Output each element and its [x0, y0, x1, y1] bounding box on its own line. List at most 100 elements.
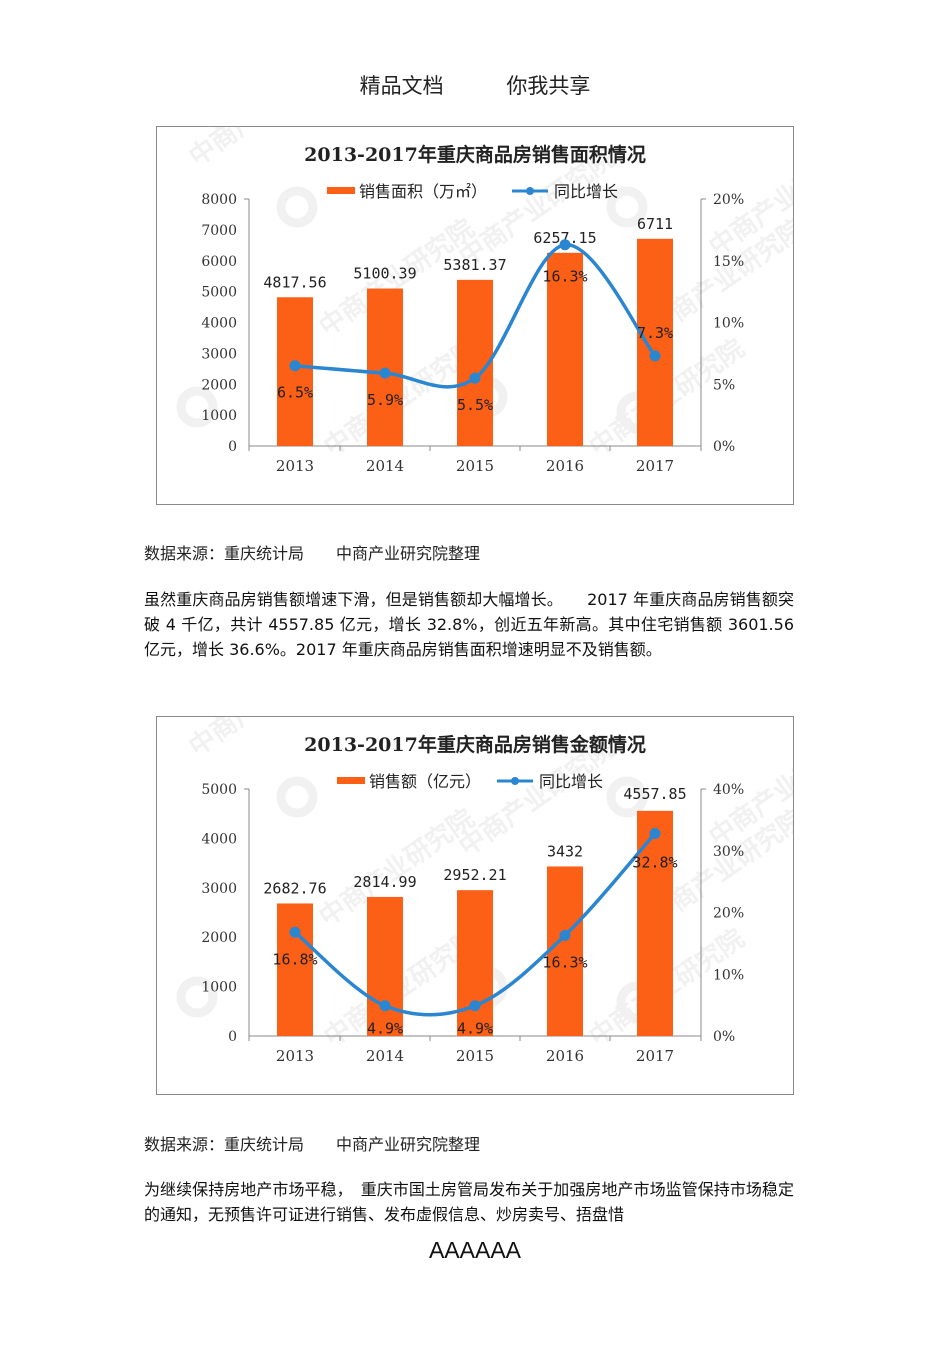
paragraph-1: 虽然重庆商品房销售额增速下滑，但是销售额却大幅增长。 2017 年重庆商品房销售… [144, 590, 794, 659]
bar-value-label: 3432 [547, 842, 583, 860]
line-value-label: 4.9% [367, 1020, 403, 1038]
left-axis-labels: 0 1000 2000 3000 4000 5000 [201, 782, 237, 1045]
svg-text:5000: 5000 [201, 782, 237, 798]
svg-text:3000: 3000 [201, 346, 237, 362]
legend-bar-swatch-icon [327, 187, 355, 194]
bar [547, 866, 583, 1036]
bar-value-label: 2814.99 [353, 873, 416, 891]
line-series: 16.8% 4.9% 4.9% 16.3% 32.8% [272, 827, 678, 1038]
right-axis-labels: 0% 10% 20% 30% 40% [713, 782, 744, 1045]
svg-text:0: 0 [228, 1029, 237, 1045]
svg-text:2000: 2000 [201, 930, 237, 946]
page-footer: AAAAAA [428, 1237, 522, 1263]
legend-bar-label: 销售额（亿元） [369, 772, 481, 791]
svg-text:5%: 5% [713, 377, 735, 393]
chart-sales-area: 中商产业研究院中商产业研究院中商产业研究院中商产业研究院中商产业研究院中商产业研… [156, 126, 794, 505]
svg-text:2016: 2016 [546, 1047, 584, 1065]
bar-series: 2682.76 2814.99 2952.21 3432 4557.85 [263, 785, 687, 1036]
svg-text:2015: 2015 [456, 457, 494, 475]
legend-bar-swatch-icon [337, 777, 365, 784]
svg-text:2000: 2000 [201, 377, 237, 393]
bar [457, 890, 493, 1036]
bar [367, 896, 403, 1036]
line-point-marker [379, 367, 391, 379]
svg-text:7000: 7000 [201, 223, 237, 239]
line-point-marker [559, 929, 571, 941]
bar [547, 252, 583, 446]
bar-value-label: 5381.37 [443, 256, 506, 274]
bar-value-label: 2682.76 [263, 879, 326, 897]
chart-legend: 销售面积（万㎡） 同比增长 [327, 182, 618, 201]
svg-text:40%: 40% [713, 782, 744, 798]
svg-text:2014: 2014 [366, 457, 404, 475]
legend-bar-label: 销售面积（万㎡） [359, 182, 487, 201]
bar [367, 288, 403, 446]
line-point-marker [379, 1000, 391, 1012]
bar [637, 238, 673, 446]
line-value-label: 16.3% [542, 953, 587, 971]
bar-value-label: 4557.85 [623, 785, 686, 803]
bar-value-label: 5100.39 [353, 265, 416, 283]
page-header: 精品文档 你我共享 [0, 70, 950, 100]
svg-text:1000: 1000 [201, 408, 237, 424]
bar-value-label: 4817.56 [263, 273, 326, 291]
line-value-label: 32.8% [632, 853, 677, 871]
svg-text:2017: 2017 [636, 457, 674, 475]
chart-title: 2013-2017年重庆商品房销售面积情况 [304, 143, 646, 166]
paragraph-2: 为继续保持房地产市场平稳， 重庆市国土房管局发布关于加强房地产市场监管保持市场稳… [144, 1180, 794, 1224]
line-point-marker [559, 239, 571, 251]
bar [637, 810, 673, 1036]
svg-text:0%: 0% [713, 439, 735, 455]
left-axis-labels: 0 1000 2000 3000 4000 5000 6000 7000 8000 [201, 192, 237, 455]
chart-title: 2013-2017年重庆商品房销售金额情况 [304, 733, 646, 756]
svg-text:3000: 3000 [201, 881, 237, 897]
bar-value-label: 6711 [637, 215, 673, 233]
line-value-label: 16.8% [272, 950, 317, 968]
svg-text:4000: 4000 [201, 831, 237, 847]
header-right: 你我共享 [506, 74, 591, 98]
svg-text:30%: 30% [713, 844, 744, 860]
line-point-marker [649, 350, 661, 362]
line-value-label: 6.5% [277, 384, 313, 402]
svg-text:5000: 5000 [201, 285, 237, 301]
svg-text:0: 0 [228, 439, 237, 455]
svg-text:20%: 20% [713, 192, 744, 208]
svg-text:8000: 8000 [201, 192, 237, 208]
line-value-label: 5.9% [367, 391, 403, 409]
category-labels: 2013 2014 2015 2016 2017 [276, 1047, 674, 1065]
header-left: 精品文档 [359, 74, 444, 98]
line-value-label: 16.3% [542, 268, 587, 286]
legend-line-marker-icon [511, 777, 519, 785]
svg-text:2017: 2017 [636, 1047, 674, 1065]
svg-text:4000: 4000 [201, 316, 237, 332]
svg-text:2013: 2013 [276, 457, 314, 475]
svg-text:2016: 2016 [546, 457, 584, 475]
line-point-marker [649, 827, 661, 839]
chart-legend: 销售额（亿元） 同比增长 [337, 772, 603, 791]
line-value-label: 4.9% [457, 1020, 493, 1038]
svg-text:15%: 15% [713, 254, 744, 270]
line-value-label: 5.5% [457, 396, 493, 414]
bar [277, 297, 313, 446]
chart-sales-amount-svg: 中商产业研究院中商产业研究院中商产业研究院中商产业研究院中商产业研究院中商产业研… [176, 717, 793, 1065]
svg-text:10%: 10% [713, 316, 744, 332]
svg-text:1000: 1000 [201, 980, 237, 996]
legend-line-marker-icon [526, 187, 534, 195]
line-point-marker [289, 360, 301, 372]
data-source-1: 数据来源：重庆统计局 中商产业研究院整理 [144, 544, 481, 563]
svg-text:2014: 2014 [366, 1047, 404, 1065]
svg-text:6000: 6000 [201, 254, 237, 270]
line-point-marker [469, 1000, 481, 1012]
bar [277, 903, 313, 1036]
line-series: 6.5% 5.9% 5.5% 16.3% 7.3% [277, 239, 673, 414]
line-point-marker [289, 926, 301, 938]
category-labels: 2013 2014 2015 2016 2017 [276, 457, 674, 475]
legend-line-label: 同比增长 [539, 772, 603, 791]
chart-sales-amount: 中商产业研究院中商产业研究院中商产业研究院中商产业研究院中商产业研究院中商产业研… [156, 716, 794, 1095]
bar-value-label: 2952.21 [443, 866, 506, 884]
svg-text:2013: 2013 [276, 1047, 314, 1065]
svg-text:0%: 0% [713, 1029, 735, 1045]
line-value-label: 7.3% [637, 324, 673, 342]
legend-line-label: 同比增长 [554, 182, 618, 201]
svg-text:2015: 2015 [456, 1047, 494, 1065]
